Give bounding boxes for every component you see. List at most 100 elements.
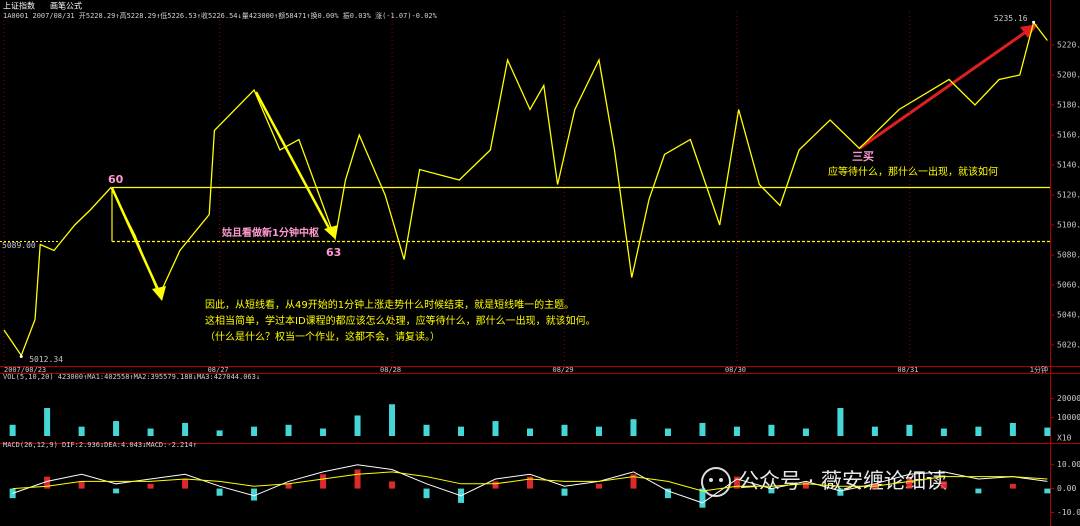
x-tick-label: 08/29 xyxy=(552,366,573,374)
y-tick-label: 5220.00 xyxy=(1057,41,1080,50)
header-title: 上证指数 xyxy=(3,1,35,11)
annotation: 姑且看做新1分钟中枢 xyxy=(221,226,319,239)
y-tick-label: 5140.00 xyxy=(1057,161,1080,170)
bar xyxy=(182,422,189,436)
bar xyxy=(320,428,327,436)
header-formula: 画笔公式 xyxy=(50,1,82,11)
bar xyxy=(78,481,85,489)
bar xyxy=(423,424,430,436)
indicator-line xyxy=(12,464,1048,504)
bar xyxy=(664,488,671,499)
bar xyxy=(940,481,947,489)
y-tick-label: 5200.00 xyxy=(1057,71,1080,80)
bar xyxy=(561,424,568,436)
bar xyxy=(940,428,947,436)
bar xyxy=(147,428,154,436)
bar xyxy=(699,488,706,508)
y-tick-label: 10.00 xyxy=(1057,460,1080,469)
unit-label: X10 xyxy=(1057,434,1072,443)
bar xyxy=(216,488,223,496)
y-tick-label: 5020.00 xyxy=(1057,341,1080,350)
bar xyxy=(44,476,51,489)
y-tick-label: 5080.00 xyxy=(1057,251,1080,260)
x-tick-label: 08/30 xyxy=(725,366,746,374)
bar xyxy=(802,481,809,489)
annotation: 60 xyxy=(108,173,124,186)
arrows xyxy=(110,24,1038,301)
bar xyxy=(768,488,775,494)
bar xyxy=(285,424,292,436)
low-marker xyxy=(19,354,23,358)
bar xyxy=(595,426,602,436)
bar xyxy=(802,428,809,436)
annotation: 因此，从短线看，从49开始的1分钟上涨走势什么时候结束，就是短线唯一的主题。 xyxy=(205,298,574,311)
bar xyxy=(837,488,844,496)
bar xyxy=(768,424,775,436)
y-tick-label: 100000 xyxy=(1057,413,1080,422)
annotation: 三买 xyxy=(852,150,874,163)
annotation: 应等待什么，那什么一出现，就该如何 xyxy=(828,165,998,178)
y-tick-label: 5040.00 xyxy=(1057,311,1080,320)
panel-title: VOL(5,10,20) 423000↑MA1:402558↑MA2:39557… xyxy=(3,373,260,381)
bar xyxy=(595,483,602,489)
low-label: 5012.34 xyxy=(29,355,63,364)
bar xyxy=(78,426,85,436)
bar xyxy=(113,488,120,494)
plot: 5020.00 5040.00 5060.00 5080.00 5100.00 5120.… xyxy=(0,12,1080,517)
bar xyxy=(389,481,396,489)
bar xyxy=(1009,483,1016,489)
y-tick-label: 5120.00 xyxy=(1057,191,1080,200)
y-tick-label: 0.00 xyxy=(1057,484,1076,493)
bar xyxy=(975,488,982,494)
bar xyxy=(320,474,327,489)
bar xyxy=(1044,427,1051,436)
reference-label: 5089.00 xyxy=(2,241,36,250)
bar xyxy=(1009,422,1016,436)
bar xyxy=(527,476,533,489)
bar xyxy=(44,408,51,436)
bar xyxy=(354,415,361,436)
x-axis-label: 1分钟 xyxy=(1030,365,1048,374)
bar xyxy=(251,488,258,501)
header-info: 1A0001 2007/08/31 开5228.29↑高5228.29↑低522… xyxy=(3,11,438,20)
bar xyxy=(9,424,16,436)
bar xyxy=(113,421,120,436)
bar xyxy=(630,474,637,489)
x-tick-label: 2007/08/23 xyxy=(4,366,46,374)
annotation: 63 xyxy=(326,246,341,259)
y-tick-label: 5100.00 xyxy=(1057,221,1080,230)
watermark-icon xyxy=(701,467,731,497)
bar xyxy=(837,408,844,436)
bar xyxy=(975,426,982,436)
bar xyxy=(906,424,913,436)
bar xyxy=(527,428,533,436)
y-tick-label: 5060.00 xyxy=(1057,281,1080,290)
bar xyxy=(251,426,258,436)
panel-title: MACD(26,12,9) DIF:2.936↓DEA:4.043↓MACD:-… xyxy=(3,441,197,449)
y-tick-label: 5180.00 xyxy=(1057,101,1080,110)
bar xyxy=(423,488,430,499)
x-tick-label: 08/28 xyxy=(380,366,401,374)
x-tick-label: 08/31 xyxy=(897,366,918,374)
bar xyxy=(664,428,671,436)
bar xyxy=(354,469,361,489)
bar xyxy=(733,476,740,489)
y-tick-label: 200000 xyxy=(1057,394,1080,403)
bar xyxy=(699,422,706,436)
bar xyxy=(561,488,568,496)
y-tick-label: 5160.00 xyxy=(1057,131,1080,140)
annotation: 这相当简单，学过本ID课程的都应该怎么处理，应等待什么，那什么一出现，就该如何。 xyxy=(205,314,596,327)
bar xyxy=(1044,488,1051,494)
high-marker xyxy=(1032,20,1036,24)
bar xyxy=(458,426,465,436)
high-label: 5235.16 xyxy=(994,14,1028,23)
bar xyxy=(216,430,223,436)
y-tick-label: -10.00 xyxy=(1057,508,1080,517)
bar xyxy=(492,421,499,436)
bar xyxy=(389,404,396,436)
price-line xyxy=(3,21,1048,357)
bar xyxy=(285,483,292,489)
